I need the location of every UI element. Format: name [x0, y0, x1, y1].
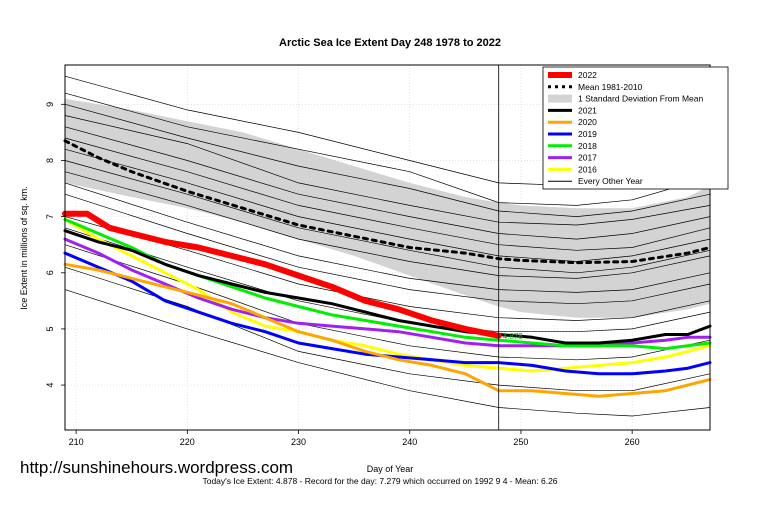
watermark-url: http://sunshinehours.wordpress.com [20, 458, 294, 477]
y-tick-label: 7 [45, 214, 55, 219]
x-tick-label: 260 [625, 437, 640, 447]
every-other-year-line [64, 148, 711, 262]
legend-label: 2020 [578, 117, 597, 127]
x-tick-label: 210 [69, 437, 84, 447]
footer-stats: Today's Ice Extent: 4.878 - Record for t… [202, 476, 558, 486]
series-line-2019 [63, 251, 712, 376]
legend-label: 2019 [578, 129, 597, 139]
every-other-year-line [64, 126, 711, 240]
legend-label: 2017 [578, 153, 597, 163]
legend-label: Every Other Year [578, 176, 643, 186]
legend-label: 1 Standard Deviation From Mean [578, 94, 703, 104]
x-axis-label: Day of Year [367, 464, 414, 474]
every-other-year-line [64, 160, 711, 274]
legend-box [542, 66, 729, 190]
every-other-year-line [64, 92, 711, 206]
series-line-mean-1981-2010 [63, 139, 712, 265]
y-tick-label: 6 [45, 270, 55, 275]
y-tick-label: 4 [45, 383, 55, 388]
series-line-2020 [63, 262, 712, 398]
x-tick-label: 230 [291, 437, 306, 447]
series-line-2022 [62, 210, 502, 339]
every-other-year-line [64, 193, 711, 305]
chart-title: Arctic Sea Ice Extent Day 248 1978 to 20… [279, 37, 501, 49]
x-tick-label: 240 [402, 437, 417, 447]
std-dev-band [65, 98, 710, 318]
y-tick-label: 9 [45, 102, 55, 107]
plot-frame [64, 64, 711, 431]
point-value-label: 4.878 [503, 332, 524, 341]
every-other-year-line [64, 171, 711, 279]
y-tick-label: 8 [45, 158, 55, 163]
y-tick-label: 5 [45, 326, 55, 331]
legend-label: 2018 [578, 141, 597, 151]
every-other-year-line [64, 216, 711, 321]
every-other-year-line [64, 103, 711, 217]
every-other-year-line [64, 115, 711, 226]
y-axis-label: Ice Extent in millions of sq. km. [19, 186, 29, 310]
every-other-year-line [64, 137, 711, 251]
series-line-2021 [63, 229, 712, 345]
legend-label: 2022 [578, 70, 597, 80]
x-tick-label: 250 [513, 437, 528, 447]
every-other-year-line [64, 244, 711, 361]
legend-label: 2021 [578, 105, 597, 115]
legend-swatch [548, 94, 572, 103]
series-line-2016 [63, 217, 712, 373]
legend: 2022 Mean 1981-2010 1 Standard Deviation F… [542, 66, 729, 190]
legend-label: 2016 [578, 164, 597, 174]
every-other-year-line [64, 182, 711, 293]
legend-label: Mean 1981-2010 [578, 82, 643, 92]
x-tick-label: 220 [180, 437, 195, 447]
plot-area: 4.878 210 220 230 240 250 260 4 5 6 7 8 9 [45, 64, 712, 447]
every-other-year-line [64, 289, 711, 417]
